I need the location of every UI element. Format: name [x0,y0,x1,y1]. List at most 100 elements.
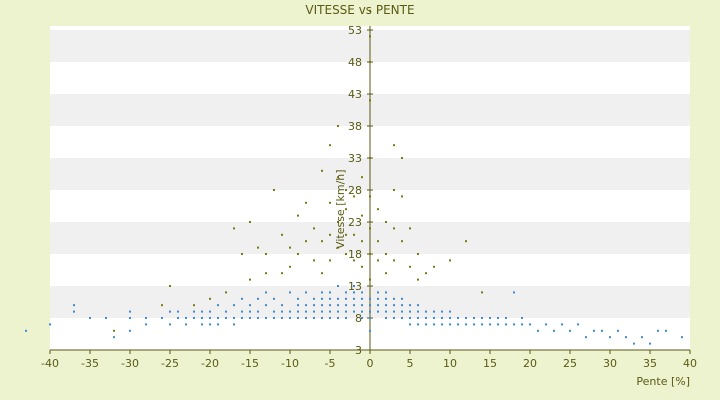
data-point [369,329,371,332]
data-point [433,310,435,313]
data-point [265,272,267,275]
data-point [329,201,331,204]
data-point [377,310,379,313]
data-point [393,144,395,147]
data-point [433,265,435,268]
x-tick-label: 25 [563,357,577,370]
data-point [321,310,323,313]
data-point [401,310,403,313]
data-point [377,259,379,262]
data-point [489,323,491,326]
data-point [489,317,491,319]
data-point [521,323,523,326]
axes [49,26,691,354]
data-point [369,61,371,63]
data-point [257,297,259,300]
data-point [377,304,379,307]
data-point [337,310,339,313]
data-point [633,342,635,345]
data-point [337,176,339,179]
data-point [217,323,219,326]
data-point [465,317,467,319]
x-tick-label: -20 [201,357,219,370]
data-point [513,291,515,294]
data-point [305,291,307,294]
data-point [321,169,323,172]
data-point [305,304,307,307]
data-point [313,304,315,307]
data-point [457,323,459,326]
y-tick-label: 23 [348,216,362,229]
data-point [585,336,587,339]
data-point [593,329,595,332]
data-point [329,259,331,262]
data-point [361,317,363,319]
x-tick-label: 35 [643,357,657,370]
data-point [561,323,563,326]
data-points [25,9,683,345]
data-point [409,310,411,313]
data-point [385,253,387,255]
data-point [401,157,403,159]
data-point [161,317,163,319]
data-point [281,317,283,319]
y-tick-label: 18 [348,248,362,261]
data-point [553,329,555,332]
data-point [425,317,427,319]
data-point [249,310,251,313]
data-point [105,317,107,319]
data-point [401,297,403,300]
data-point [385,297,387,300]
data-point [193,304,195,307]
data-point [209,297,211,300]
data-point [313,317,315,319]
x-tick-label: 30 [603,357,617,370]
data-point [345,310,347,313]
data-point [409,317,411,319]
data-point [49,323,51,326]
data-point [241,310,243,313]
data-point [289,310,291,313]
data-point [313,297,315,300]
data-point [345,304,347,307]
data-point [313,310,315,313]
data-point [193,317,195,319]
data-point [353,285,355,287]
data-point [529,323,531,326]
data-point [73,310,75,313]
data-point [393,259,395,262]
data-point [393,317,395,319]
data-point [241,253,243,255]
data-point [273,310,275,313]
data-point [225,317,227,319]
data-point [473,317,475,319]
data-point [457,317,459,319]
data-point [649,342,651,345]
data-point [265,304,267,307]
data-point [281,233,283,236]
x-tick-label: 15 [483,357,497,370]
data-point [505,323,507,326]
data-point [417,310,419,313]
data-point [545,323,547,326]
data-point [209,310,211,313]
data-point [297,310,299,313]
data-point [241,317,243,319]
data-point [337,221,339,223]
data-point [425,272,427,275]
data-point [425,323,427,326]
data-point [129,317,131,319]
data-point [329,317,331,319]
data-point [289,317,291,319]
data-point [345,233,347,236]
data-point [657,329,659,332]
y-tick-label: 3 [355,344,362,357]
y-tick-label: 48 [348,56,362,69]
data-point [337,304,339,307]
data-point [329,304,331,307]
data-point [353,259,355,262]
data-point [409,227,411,230]
data-point [145,323,147,326]
x-tick-label: -25 [161,357,179,370]
y-tick-label: 8 [355,312,362,325]
